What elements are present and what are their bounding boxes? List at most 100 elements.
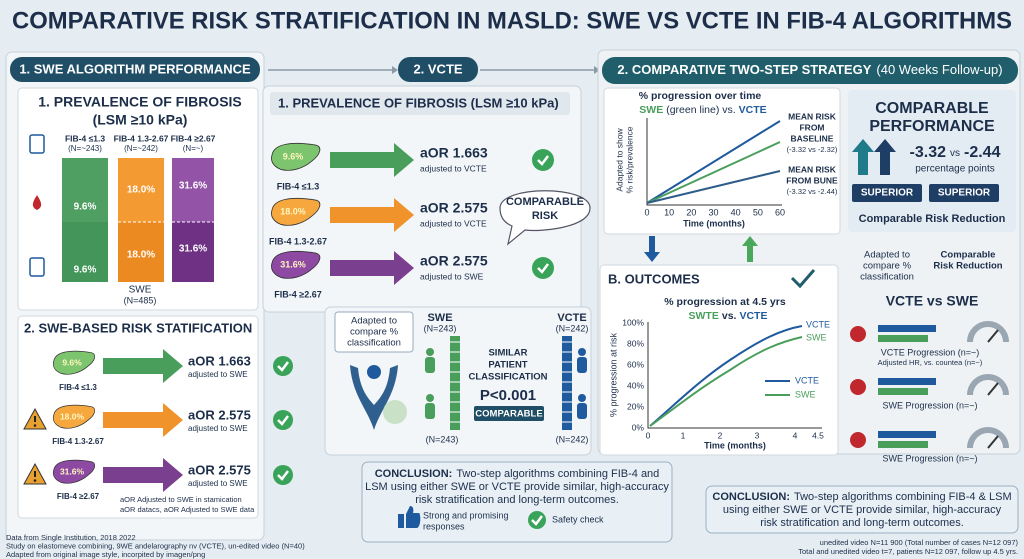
- warning-dot: [33, 479, 37, 482]
- liver-icon: [52, 459, 96, 484]
- person-icon: [578, 348, 586, 356]
- arrow: [103, 458, 183, 492]
- x-tick-label: 40: [731, 207, 741, 217]
- person-icon: [426, 394, 434, 402]
- card-title: 1. PREVALENCE OF FIBROSIS (LSM ≥10 kPa): [278, 95, 559, 110]
- row-label: SWE Progression (n=~): [882, 400, 977, 410]
- person-icon: [577, 403, 587, 419]
- gauge-needle: [987, 329, 999, 343]
- conclusion-text: risk stratification and long-term outcom…: [415, 494, 619, 506]
- note-text: Adapted to: [351, 316, 397, 327]
- axis-label: % progression at risk: [608, 332, 618, 417]
- x-tick-label: 3: [755, 430, 760, 440]
- person-icon: [426, 348, 434, 356]
- legend-label: SWE: [795, 389, 816, 399]
- conclusion-text: risk stratification and long-term outcom…: [760, 517, 964, 529]
- aor-note: adjusted to SWE: [188, 370, 248, 379]
- liver-label: 18.0%: [280, 206, 306, 216]
- check-icon: [273, 410, 293, 430]
- label-part: (green line) vs.: [666, 104, 735, 116]
- ladder: [562, 336, 572, 430]
- subtitle-bar: [270, 92, 570, 115]
- liver-label: 31.6%: [60, 466, 85, 476]
- card-title: 2. SWE-BASED RISK STATIFICATION: [24, 320, 252, 335]
- y-tick-label: 100%: [622, 317, 644, 327]
- label-part: vs.: [722, 310, 737, 322]
- y-tick-label: 60%: [627, 359, 644, 369]
- x-tick-label: 0: [646, 430, 651, 440]
- column-n: (N=242): [556, 434, 589, 444]
- panel-header: [10, 57, 260, 82]
- y-tick-label: 20%: [627, 401, 644, 411]
- gauge: [967, 321, 1009, 343]
- series-line: [649, 336, 803, 427]
- label-part: 2. COMPARATIVE TWO-STEP STRATEGY: [617, 62, 871, 77]
- performance-caption: Comparable Risk Reduction: [859, 213, 1006, 225]
- bar-segment: [62, 222, 108, 282]
- bar-segment: [118, 158, 164, 222]
- y-tick-label: 0%: [632, 422, 645, 432]
- check-icon: [532, 257, 554, 279]
- bar-label: 31.6%: [179, 181, 207, 192]
- classification-text: CLASSIFICATION: [469, 372, 548, 383]
- group-label: FIB-4 1.3-2.67: [114, 133, 169, 143]
- bar-caption: (N=485): [124, 295, 157, 305]
- legend-label: VCTE: [795, 375, 819, 385]
- footnote: aOR Adjusted to SWE in stamication: [120, 495, 242, 504]
- arrow: [330, 251, 414, 285]
- label-part: VCTE: [739, 104, 767, 116]
- row-label: FIB-4 ≤1.3: [59, 383, 97, 392]
- annotation: (-3.32 vs -2.44): [787, 187, 838, 196]
- axis: [647, 322, 822, 429]
- arrow: [103, 349, 183, 383]
- label-part: CONCLUSION:: [375, 468, 453, 480]
- check-mark: [537, 263, 549, 274]
- check-icon: [273, 356, 293, 376]
- column-n: (N=243): [424, 323, 457, 333]
- classification-text: SIMILAR: [488, 348, 527, 359]
- column-n: (N=242): [556, 323, 589, 333]
- aor-note: adjusted to VCTE: [420, 218, 487, 228]
- classification-text: PATIENT: [488, 360, 527, 371]
- page-title: COMPARATIVE RISK STRATIFICATION IN MASLD…: [12, 7, 1012, 34]
- warning-dot: [33, 424, 37, 427]
- annotation: MEAN RISK: [788, 164, 837, 174]
- gauge-needle: [987, 435, 999, 449]
- annotation: FROM BUNE: [786, 175, 838, 185]
- label-part: -3.32: [910, 144, 947, 161]
- liver-label: 31.6%: [280, 259, 306, 269]
- bar-caption: SWE: [129, 285, 152, 296]
- liver-label: 9.6%: [283, 151, 304, 161]
- check-mark: [531, 515, 543, 526]
- icon-label: Strong and promising: [423, 510, 509, 520]
- bar-segment: [172, 158, 214, 222]
- conclusion-text: LSM using either SWE or VCTE provide sim…: [365, 481, 669, 493]
- icon-label: Safety check: [552, 514, 604, 524]
- bar: [878, 335, 928, 342]
- conclusion-text: CONCLUSION: Two-step algorithms combining…: [712, 491, 1011, 503]
- series-line: [649, 325, 803, 427]
- check-mark: [537, 155, 549, 166]
- row-label: FIB-4 1.3-2.67: [269, 236, 327, 246]
- aor-note: adjusted to SWE: [420, 271, 484, 281]
- arrow: [330, 198, 414, 232]
- annotation: FROM: [799, 122, 824, 132]
- check-icon: [532, 149, 554, 171]
- x-tick-label: 0: [644, 207, 649, 217]
- note-text: Risk Reduction: [933, 261, 1002, 272]
- hands-icon: [350, 365, 398, 430]
- note-text: compare %: [350, 327, 399, 338]
- check-icon: [528, 511, 546, 529]
- x-tick-label: 20: [686, 207, 696, 217]
- check-mark: [277, 470, 289, 481]
- column-title: SWE: [427, 312, 452, 324]
- label-part: Two-step algorithms combining FIB-4 & LS…: [794, 491, 1012, 503]
- bar-segment: [118, 222, 164, 282]
- performance-title: PERFORMANCE: [869, 118, 995, 135]
- bar-segment: [62, 158, 108, 222]
- ladder: [450, 336, 460, 430]
- group-label: FIB-4 ≤1.3: [65, 133, 105, 143]
- badge-text: COMPARABLE: [475, 409, 542, 420]
- column-n: (N=243): [426, 434, 459, 444]
